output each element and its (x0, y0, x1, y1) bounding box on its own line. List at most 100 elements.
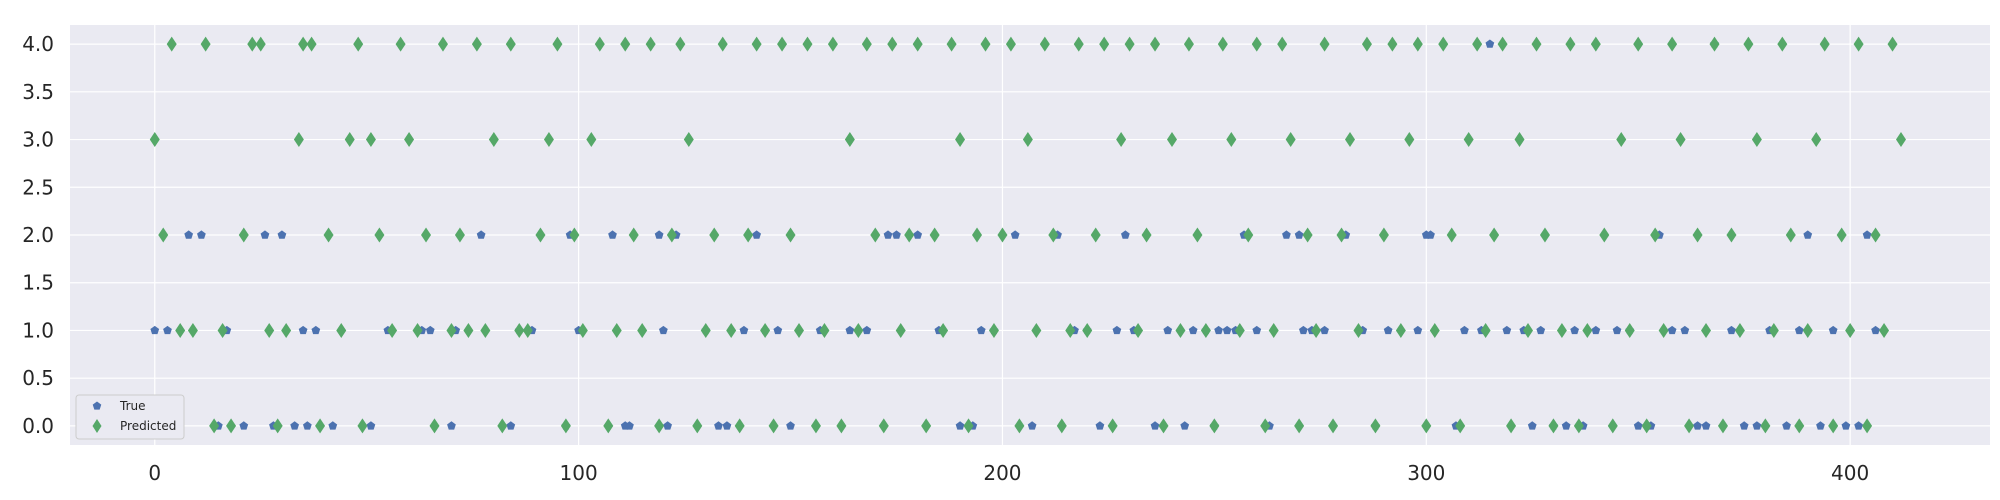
predicted-point (853, 322, 864, 338)
predicted-point (175, 322, 186, 338)
predicted-point (315, 418, 326, 434)
predicted-point (870, 227, 881, 243)
predicted-point (1607, 418, 1618, 434)
predicted-point (1802, 322, 1813, 338)
true-point (714, 421, 723, 430)
predicted-point (1556, 322, 1567, 338)
true-point (1701, 421, 1711, 430)
predicted-point (1387, 36, 1398, 52)
predicted-point (365, 132, 376, 148)
predicted-point (1260, 418, 1271, 434)
predicted-point (255, 36, 266, 52)
predicted-point (1590, 36, 1601, 52)
true-point (1214, 325, 1223, 335)
true-point (625, 421, 634, 430)
true-point (302, 421, 312, 430)
true-point (1828, 325, 1838, 335)
true-point (1854, 421, 1863, 430)
predicted-point (1048, 227, 1059, 243)
true-point (1222, 325, 1232, 335)
true-point (1591, 325, 1601, 335)
predicted-point (726, 322, 737, 338)
predicted-point (480, 322, 491, 338)
predicted-point (878, 418, 889, 434)
true-point (1782, 421, 1791, 430)
predicted-point (1183, 36, 1194, 52)
predicted-point (1175, 322, 1186, 338)
legend: True Predicted (75, 394, 185, 440)
y-tick-label: 0.0 (22, 414, 54, 438)
predicted-point (1895, 132, 1906, 148)
x-tick-label: 300 (1407, 461, 1445, 485)
predicted-point (1294, 418, 1305, 434)
true-point (913, 230, 923, 239)
predicted-point (353, 36, 364, 52)
true-point (1871, 325, 1880, 335)
true-point (1527, 421, 1537, 430)
predicted-point (1099, 36, 1110, 52)
true-point (1667, 325, 1677, 335)
predicted-point (1158, 418, 1169, 434)
predicted-point (1022, 132, 1033, 148)
predicted-point (1370, 418, 1381, 434)
y-tick-label: 2.0 (22, 223, 54, 247)
predicted-point (1565, 36, 1576, 52)
predicted-point (1082, 322, 1093, 338)
true-point (654, 230, 664, 239)
x-tick-label: 100 (560, 461, 598, 485)
true-point (1252, 325, 1262, 335)
predicted-point (158, 227, 169, 243)
true-point (425, 325, 435, 335)
true-point (1803, 230, 1813, 239)
predicted-point (1472, 36, 1483, 52)
predicted-point (1650, 227, 1661, 243)
predicted-point (514, 322, 525, 338)
predicted-point (1200, 322, 1211, 338)
true-point (1536, 325, 1546, 335)
predicted-point (1734, 322, 1745, 338)
predicted-point (497, 418, 508, 434)
true-point (506, 421, 516, 430)
true-point (476, 230, 486, 239)
predicted-point (1039, 36, 1050, 52)
predicted-point (1726, 227, 1737, 243)
predicted-point (166, 36, 177, 52)
true-point (845, 325, 855, 335)
predicted-point (1361, 36, 1372, 52)
predicted-point (683, 132, 694, 148)
y-tick-label: 1.0 (22, 318, 54, 342)
predicted-point (1116, 132, 1127, 148)
predicted-point (760, 322, 771, 338)
predicted-point (357, 418, 368, 434)
true-point (1299, 325, 1308, 335)
y-tick-label: 1.5 (22, 271, 54, 295)
true-point (739, 325, 749, 335)
predicted-point (412, 322, 423, 338)
predicted-point (912, 36, 923, 52)
predicted-point (1768, 322, 1779, 338)
predicted-point (734, 418, 745, 434)
predicted-point (1378, 227, 1389, 243)
predicted-point (1226, 132, 1237, 148)
predicted-point (1107, 418, 1118, 434)
predicted-point (1455, 418, 1466, 434)
x-axis-ticks: 0 100 200 300 400 (148, 461, 1869, 485)
true-point (290, 421, 300, 430)
true-point (184, 230, 194, 239)
predicted-point (1065, 322, 1076, 338)
true-point (197, 230, 206, 239)
x-tick-label: 400 (1831, 461, 1869, 485)
true-point (1163, 325, 1173, 335)
predicted-point (929, 227, 940, 243)
predicted-point (535, 227, 546, 243)
predicted-point (594, 36, 605, 52)
predicted-point (1599, 227, 1610, 243)
predicted-point (1624, 322, 1635, 338)
true-point (1112, 325, 1122, 335)
predicted-point (1828, 418, 1839, 434)
x-tick-label: 200 (983, 461, 1021, 485)
predicted-point (768, 418, 779, 434)
true-point (722, 421, 732, 430)
predicted-point (1421, 418, 1432, 434)
